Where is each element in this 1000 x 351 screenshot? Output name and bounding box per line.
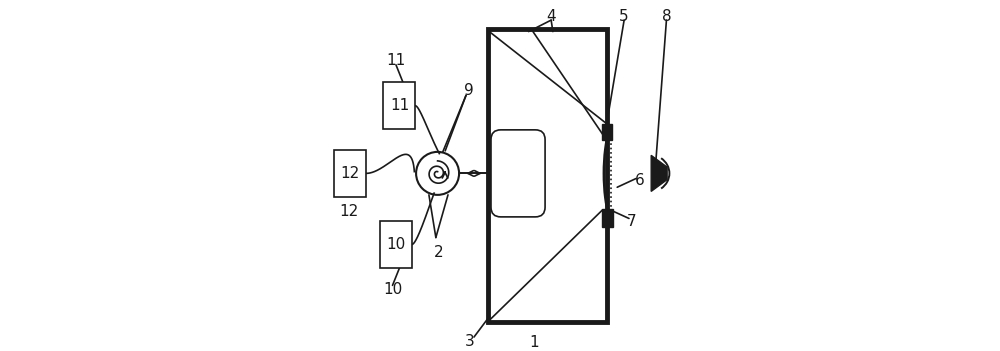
Text: 8: 8 (662, 9, 671, 24)
Bar (602, 124, 612, 140)
Text: 12: 12 (339, 204, 358, 219)
Text: 9: 9 (464, 82, 474, 98)
Text: 10: 10 (386, 237, 406, 252)
Text: 2: 2 (433, 245, 443, 260)
Text: 1: 1 (529, 335, 539, 350)
Text: 11: 11 (386, 53, 406, 68)
Text: 6: 6 (635, 173, 644, 188)
Bar (383, 82, 415, 129)
Text: 5: 5 (619, 9, 629, 24)
Polygon shape (651, 155, 667, 191)
FancyBboxPatch shape (491, 130, 545, 217)
Text: 10: 10 (383, 282, 402, 297)
Text: 12: 12 (341, 166, 360, 181)
Text: 3: 3 (465, 334, 475, 349)
Bar (602, 209, 613, 227)
Bar (334, 150, 366, 197)
Text: 11: 11 (390, 98, 409, 113)
Bar (380, 221, 412, 268)
Text: 4: 4 (546, 9, 556, 24)
Text: 7: 7 (626, 214, 636, 230)
